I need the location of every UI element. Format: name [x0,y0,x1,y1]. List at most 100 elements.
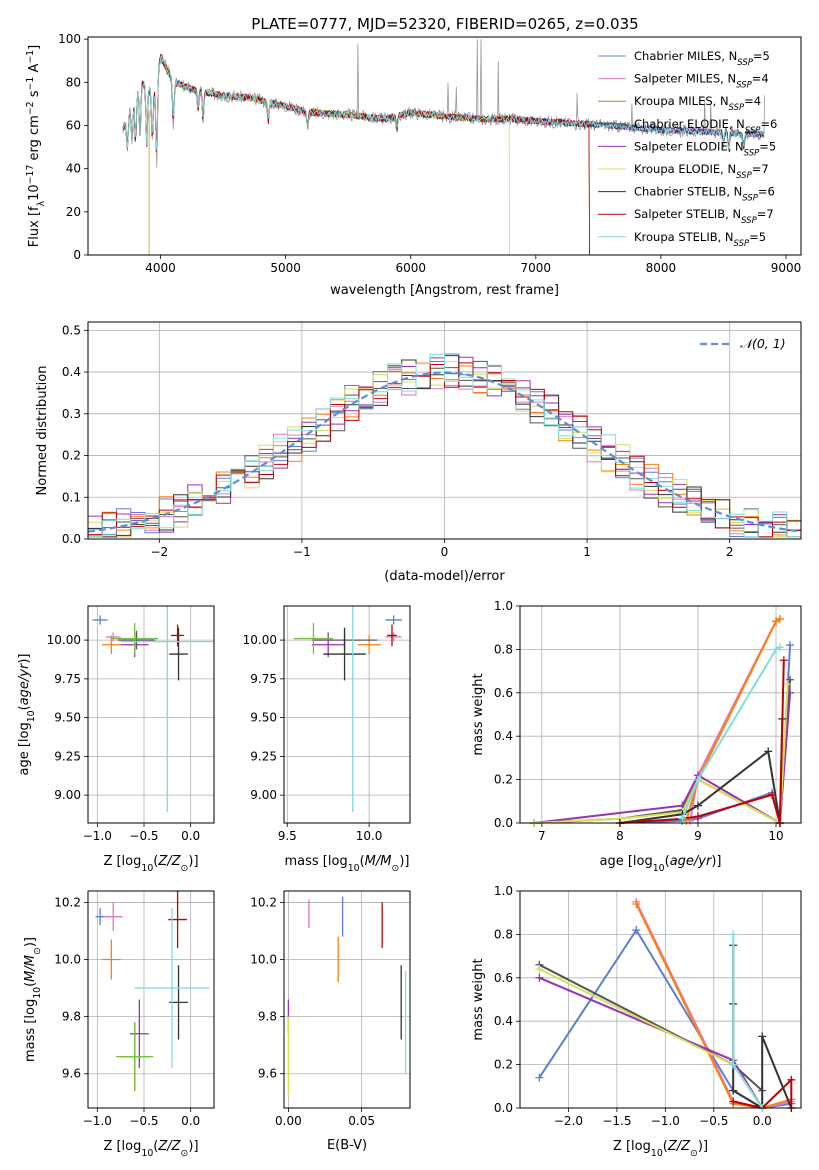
plus-marker [768,790,777,799]
x-axis-label: Z [log10(Z/Z⊙)] [103,1139,198,1159]
x-tick-label: 0.0 [181,1114,200,1128]
label-part: )] [711,854,721,869]
x-tick-label: −1 [293,545,311,559]
y-tick-label: 60 [66,118,81,132]
x-tick-label: 0 [441,545,449,559]
mass-weight-series [538,968,764,1109]
plus-marker [729,930,738,939]
axes-frame [87,36,802,256]
mass-weight-series [539,976,764,1109]
label-part: 10 [653,863,665,874]
y-axis-label: Flux [fλ10−17 erg cm−2 s−1 A−1] [25,45,47,247]
points-group [95,891,210,1091]
x-tick-label: 4000 [145,261,176,275]
x-axis-label: Z [log10(Z/Z⊙)] [613,1139,708,1159]
label-part: mass [log [285,854,348,869]
y-tick-label: 100 [58,32,81,46]
x-tick-label: 0.05 [348,1114,375,1128]
x-tick-label: 9.5 [278,829,297,843]
plus-marker [787,1075,796,1084]
x-tick-label: −1.0 [83,1114,112,1128]
legend-sub: SSP [734,239,750,249]
label-part: ( [17,705,32,710]
label-part: )] [23,937,38,947]
x-tick-label: −1.0 [83,829,112,843]
legend-text: Chabrier MILES, N [634,49,737,63]
y-tick-label: 20 [66,205,81,219]
legend-sub: SSP [741,216,757,226]
y-tick-label: 10.00 [243,633,277,647]
x-axis-label: Z [log10(Z/Z⊙)] [103,854,198,874]
y-tick-label: 0.6 [494,971,513,985]
x-tick-label: 10 [768,829,783,843]
legend-sub: SSP [742,194,758,204]
mass-weight-series [732,1077,793,1110]
legend-text: =6 [758,185,775,199]
label-part: age/yr [17,662,32,705]
label-part: age [log [599,854,652,869]
y-tick-label: 9.25 [54,749,81,763]
label-part: )] [399,854,409,869]
label-part: 10 [141,863,153,874]
y-tick-label: 9.25 [250,749,277,763]
axes-frame [87,890,215,1109]
x-tick-label: 1 [583,545,591,559]
y-tick-label: 0.8 [494,927,513,941]
legend-sub: SSP [737,58,753,68]
y-axis-label: mass [log10(M/M⊙)] [23,937,43,1062]
points-group [92,606,214,813]
y-tick-label: 9.00 [54,788,81,802]
label-part: 10 [141,1148,153,1159]
mass-weight-series [681,646,781,820]
mass-vs-metallicity-panel: −1.0 −0.5 0.09.69.810.010.2Z [log10(Z/Z⊙)]… [23,890,215,1159]
y-tick-label: 0.0 [494,816,513,830]
label-part: ( [153,1139,158,1154]
plus-marker [535,1073,544,1082]
mass-weight-vs-metallicity-panel: −2.0 −1.5 −1.0 −0.5 0.0 0.0 0.2 0.4 0.6 0.8 1.0 Z [… [471,884,802,1159]
y-tick-label: 0.0 [494,1101,513,1115]
histogram-series [88,353,801,538]
label-part: Z [log [103,1139,141,1154]
legend-sub: SSP [736,171,752,181]
label-part: ⊙ [181,1148,189,1159]
label-part: 10 [27,184,42,201]
axes-frame [283,605,411,824]
label-part: Z [log [103,854,141,869]
legend-sub: SSP [744,148,760,158]
label-part: Z/Z [667,1139,691,1154]
y-tick-label: 0.5 [62,323,81,337]
legend-text: =5 [753,49,770,63]
legend-label: Salpeter STELIB, NSSP=7 [634,207,774,226]
label-part: s [27,90,42,101]
y-tick-label: 0.2 [494,773,513,787]
legend-label: Kroupa MILES, NSSP=4 [634,94,761,113]
x-tick-label: 7000 [521,261,552,275]
legend-sub: SSP [745,126,761,136]
plus-marker [678,814,687,823]
label-part: ⊙ [690,1148,698,1159]
plus-marker [786,675,795,684]
label-part: M/M [365,854,392,869]
x-tick-label: −1.0 [651,1114,680,1128]
label-part: Z/Z [157,1139,181,1154]
x-tick-label: 6000 [395,261,426,275]
legend-text: Salpeter ELODIE, N [634,139,744,153]
y-tick-label: 0.4 [62,365,81,379]
y-tick-label: 40 [66,162,81,176]
label-part: −17 [25,165,36,185]
label-part: Z/Z [157,854,181,869]
x-axis-label: E(B-V) [327,1138,367,1153]
label-part: 10 [348,863,360,874]
x-tick-label: 9 [694,829,702,843]
y-tick-label: 10.0 [54,953,81,967]
legend-text: =7 [757,207,774,221]
y-tick-label: 9.75 [250,672,277,686]
x-tick-label: 8 [616,829,624,843]
normal-curve [87,371,802,533]
legend-text: =4 [752,72,769,86]
y-axis-label: mass weight [471,958,486,1040]
axes-frame [87,605,215,824]
x-tick-label: −1.5 [602,1114,631,1128]
